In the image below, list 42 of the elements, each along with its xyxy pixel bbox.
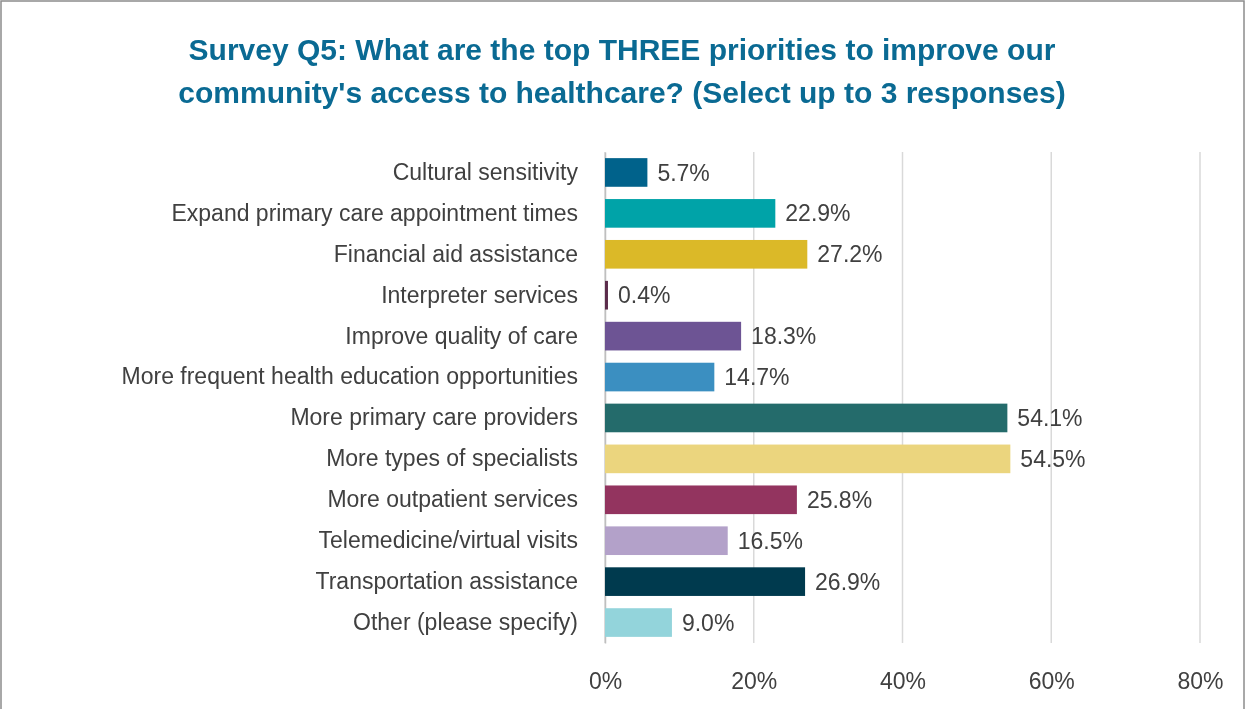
x-tick-label: 20% (731, 668, 778, 695)
data-label: 27.2% (817, 241, 883, 268)
data-label: 25.8% (806, 486, 873, 513)
bar (605, 608, 672, 637)
data-label: 16.5% (737, 527, 803, 554)
y-tick-label: More outpatient services (327, 486, 578, 513)
bar (605, 199, 776, 228)
bar (605, 485, 797, 515)
y-tick-label: Expand primary care appointment times (171, 199, 578, 226)
x-tick-label: 0% (588, 668, 623, 695)
y-tick-label: More types of specialists (326, 445, 578, 472)
bar (605, 362, 715, 392)
x-tick-label: 80% (1177, 668, 1224, 695)
y-tick-label: Transportation assistance (315, 567, 578, 594)
y-tick-label: Cultural sensitivity (392, 158, 579, 185)
data-label: 54.5% (1020, 445, 1086, 472)
bar (605, 321, 742, 351)
bar (605, 567, 806, 596)
bar (605, 239, 808, 269)
y-tick-label: Other (please specify) (353, 608, 578, 635)
x-tick-label: 40% (879, 668, 927, 695)
data-label: 9.0% (681, 609, 735, 636)
data-label: 26.9% (815, 568, 881, 595)
chart-title: Survey Q5: What are the top THREE priorities to improve our community's access to healthcare? (Select up to 3 responses) (178, 33, 1066, 109)
bar (605, 444, 1011, 474)
x-tick-label: 60% (1028, 668, 1075, 695)
y-tick-label: Interpreter services (381, 281, 578, 308)
data-label: 22.9% (785, 200, 851, 227)
bar (605, 526, 728, 556)
bar (605, 403, 1008, 433)
y-tick-label: Financial aid assistance (333, 240, 578, 267)
bar (605, 280, 608, 310)
bar (605, 158, 648, 187)
data-label: 18.3% (751, 323, 817, 350)
data-label: 0.4% (617, 282, 671, 309)
y-tick-label: Improve quality of care (345, 322, 578, 349)
data-label: 5.7% (657, 159, 710, 186)
y-tick-label: Telemedicine/virtual visits (318, 527, 578, 554)
data-label: 54.1% (1017, 405, 1083, 432)
data-label: 14.7% (724, 364, 790, 391)
y-tick-label: More primary care providers (290, 404, 578, 431)
y-tick-label: More frequent health education opportunities (121, 363, 578, 390)
